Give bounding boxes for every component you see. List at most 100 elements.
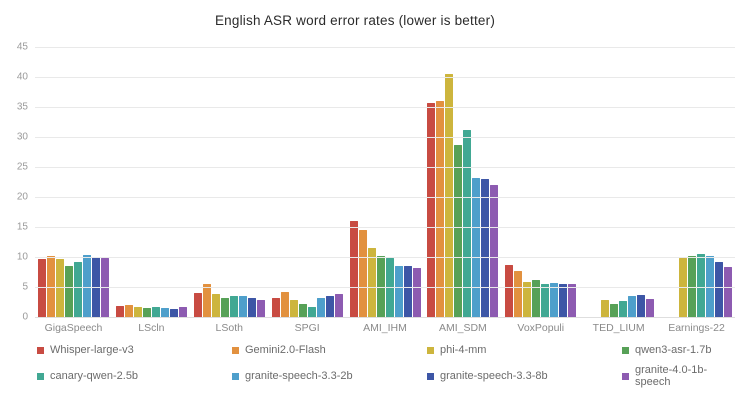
bar-granite-4.0-1b-speech — [256, 300, 265, 318]
legend-item-granite-speech-3.3-2b: granite-speech-3.3-2b — [232, 364, 427, 388]
legend-label: phi-4-mm — [440, 344, 487, 356]
y-tick-label: 40 — [16, 71, 28, 83]
gridline: 25 — [17, 162, 735, 173]
bar-qwen3-asr-1.7b — [532, 279, 541, 318]
bar-Whisper-large-v3 — [505, 264, 514, 318]
x-tick-label: LScln — [138, 322, 165, 334]
gridline: 45 — [17, 42, 735, 53]
chart-title: English ASR word error rates (lower is b… — [214, 13, 496, 28]
bar-qwen3-asr-1.7b — [610, 304, 619, 318]
legend: Whisper-large-v3 Gemini2.0-Flash phi-4-mm q… — [37, 344, 727, 388]
legend-item-phi-4-mm: phi-4-mm — [427, 344, 622, 356]
legend-item-Whisper-large-v3: Whisper-large-v3 — [37, 344, 232, 356]
bar-canary-qwen-2.5b — [307, 306, 316, 318]
bar-group-AMI_SDM — [424, 48, 501, 318]
legend-label: granite-speech-3.3-2b — [245, 370, 353, 382]
legend-label: Whisper-large-v3 — [50, 344, 134, 356]
y-tick-label: 25 — [16, 161, 28, 173]
bar-granite-speech-3.3-8b — [325, 296, 334, 318]
bar-phi-4-mm — [56, 259, 64, 318]
bar-granite-speech-3.3-8b — [559, 284, 568, 318]
bar-Gemini2.0-Flash — [202, 283, 211, 318]
legend-label: qwen3-asr-1.7b — [635, 344, 712, 356]
legend-swatch-icon — [427, 346, 434, 354]
bar-granite-speech-3.3-2b — [472, 178, 481, 318]
bar-Gemini2.0-Flash — [358, 230, 367, 318]
bar-Whisper-large-v3 — [271, 298, 280, 318]
x-tick-label: SPGI — [294, 322, 320, 334]
x-tick-label: LSoth — [215, 322, 243, 334]
bar-granite-4.0-1b-speech — [724, 267, 732, 318]
bar-groups — [35, 48, 735, 318]
legend-swatch-icon — [622, 372, 629, 380]
legend-label: Gemini2.0-Flash — [245, 344, 326, 356]
legend-item-granite-4.0-1b-speech: granite-4.0-1b-speech — [622, 364, 727, 388]
bar-granite-speech-3.3-2b — [316, 298, 325, 318]
bar-canary-qwen-2.5b — [74, 262, 82, 318]
legend-item-Gemini2.0-Flash: Gemini2.0-Flash — [232, 344, 427, 356]
legend-swatch-icon — [37, 346, 44, 354]
bar-granite-4.0-1b-speech — [568, 283, 577, 318]
bar-qwen3-asr-1.7b — [376, 255, 385, 318]
bar-Whisper-large-v3 — [193, 292, 202, 318]
bar-granite-4.0-1b-speech — [646, 298, 655, 318]
gridline: 40 — [17, 72, 735, 83]
bar-group-LSoth — [191, 48, 268, 318]
y-tick-label: 0 — [22, 311, 28, 323]
bar-granite-4.0-1b-speech — [334, 294, 343, 318]
y-tick-label: 15 — [16, 221, 28, 233]
bar-granite-4.0-1b-speech — [101, 258, 109, 318]
bar-group-VoxPopuli — [502, 48, 579, 318]
gridline: 35 — [17, 102, 735, 113]
bar-phi-4-mm — [679, 258, 687, 318]
y-tick-label: 5 — [22, 281, 28, 293]
bar-granite-speech-3.3-8b — [403, 266, 412, 318]
bar-granite-4.0-1b-speech — [412, 267, 421, 318]
x-tick-label: AMI_IHM — [363, 322, 407, 334]
bar-qwen3-asr-1.7b — [220, 297, 229, 318]
bar-phi-4-mm — [367, 248, 376, 318]
bar-Gemini2.0-Flash — [124, 304, 133, 318]
y-tick-label: 20 — [16, 191, 28, 203]
bar-canary-qwen-2.5b — [697, 253, 705, 318]
bar-phi-4-mm — [523, 282, 532, 318]
x-tick-label: TED_LIUM — [592, 322, 645, 334]
x-tick-label: Earnings-22 — [668, 322, 725, 334]
bar-canary-qwen-2.5b — [619, 301, 628, 318]
x-axis: GigaSpeech LScln LSoth SPGI AMI_IHM AMI_SDM Vo… — [35, 322, 735, 334]
legend-label: granite-4.0-1b-speech — [635, 364, 708, 388]
bar-phi-4-mm — [289, 300, 298, 318]
bar-Whisper-large-v3 — [115, 306, 124, 318]
bar-granite-speech-3.3-2b — [394, 265, 403, 318]
gridline: 5 — [22, 282, 735, 293]
legend-swatch-icon — [427, 372, 434, 380]
bar-granite-speech-3.3-2b — [628, 295, 637, 318]
bar-group-LScln — [113, 48, 190, 318]
bar-Whisper-large-v3 — [38, 259, 46, 318]
bar-Whisper-large-v3 — [427, 103, 436, 318]
bar-granite-speech-3.3-2b — [238, 295, 247, 318]
bar-granite-4.0-1b-speech — [178, 307, 187, 318]
legend-item-granite-speech-3.3-8b: granite-speech-3.3-8b — [427, 364, 622, 388]
bar-canary-qwen-2.5b — [385, 258, 394, 318]
legend-swatch-icon — [37, 372, 44, 380]
y-tick-label: 35 — [16, 101, 28, 113]
legend-swatch-icon — [232, 372, 239, 380]
x-tick-label: VoxPopuli — [517, 322, 565, 334]
gridline: 10 — [17, 252, 735, 263]
y-tick-label: 45 — [16, 41, 28, 53]
bar-canary-qwen-2.5b — [541, 284, 550, 318]
gridline: 0 — [22, 312, 735, 323]
legend-item-canary-qwen-2.5b: canary-qwen-2.5b — [37, 364, 232, 388]
bar-granite-speech-3.3-2b — [83, 255, 91, 318]
bar-group-SPGI — [269, 48, 346, 318]
bar-phi-4-mm — [133, 307, 142, 318]
x-tick-label: AMI_SDM — [438, 322, 487, 334]
bar-Gemini2.0-Flash — [514, 271, 523, 318]
gridline: 30 — [17, 132, 735, 143]
bar-phi-4-mm — [445, 73, 454, 318]
bar-group-AMI_IHM — [347, 48, 424, 318]
bar-qwen3-asr-1.7b — [298, 303, 307, 318]
bar-granite-speech-3.3-8b — [169, 309, 178, 318]
